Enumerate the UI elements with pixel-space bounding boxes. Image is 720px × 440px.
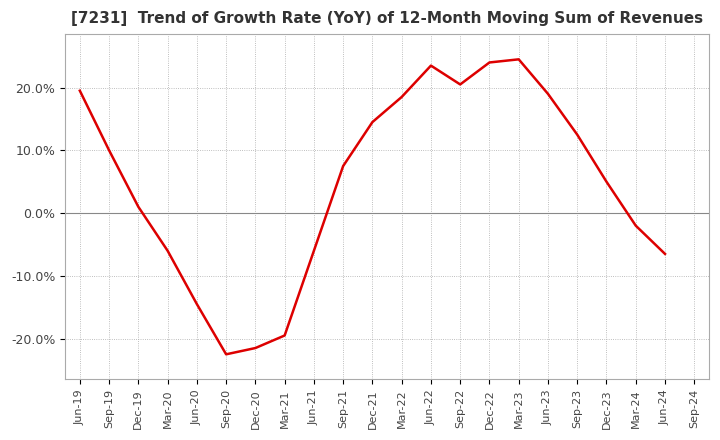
Title: [7231]  Trend of Growth Rate (YoY) of 12-Month Moving Sum of Revenues: [7231] Trend of Growth Rate (YoY) of 12-… (71, 11, 703, 26)
